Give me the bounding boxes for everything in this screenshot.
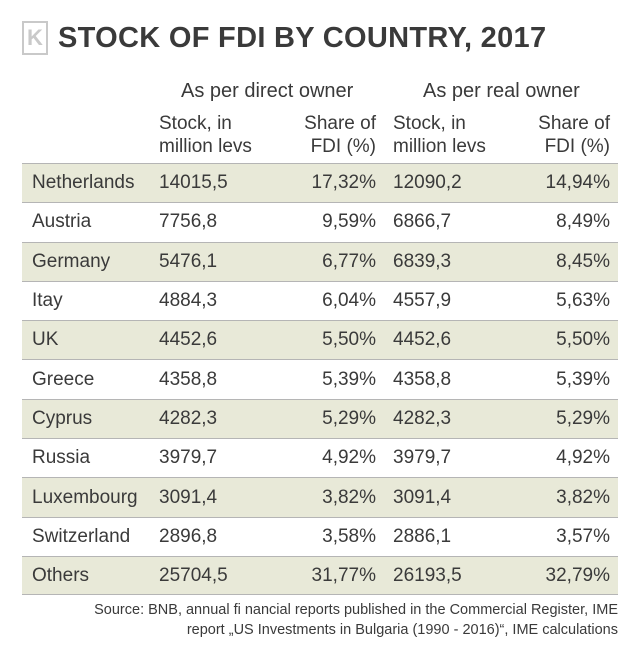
cell-real-stock: 2886,1 xyxy=(393,525,452,547)
cell-real-share: 5,63% xyxy=(556,290,610,312)
table-row: Netherlands 14015,5 17,32% 12090,2 14,94% xyxy=(22,163,618,203)
cell-direct-share: 3,82% xyxy=(322,486,376,508)
cell-country: Netherlands xyxy=(32,172,135,194)
cell-direct-stock: 14015,5 xyxy=(159,172,228,194)
cell-direct-share: 4,92% xyxy=(322,447,376,469)
fdi-table: Netherlands 14015,5 17,32% 12090,2 14,94% Aus… xyxy=(22,163,618,596)
column-header-line: FDI (%) xyxy=(544,136,610,157)
cell-real-stock: 3979,7 xyxy=(393,447,452,469)
table-row: Luxembourg 3091,4 3,82% 3091,4 3,82% xyxy=(22,477,618,517)
column-header-line: Stock, in xyxy=(159,113,232,134)
cell-direct-share: 17,32% xyxy=(311,172,376,194)
cell-direct-stock: 25704,5 xyxy=(159,564,228,586)
page-title: STOCK OF FDI BY COUNTRY, 2017 xyxy=(58,21,547,54)
cell-real-share: 4,92% xyxy=(556,447,610,469)
cell-real-share: 5,50% xyxy=(556,329,610,351)
cell-real-stock: 3091,4 xyxy=(393,486,452,508)
cell-country: Greece xyxy=(32,368,95,390)
title-row: K STOCK OF FDI BY COUNTRY, 2017 xyxy=(22,18,546,58)
cell-real-stock: 4557,9 xyxy=(393,290,452,312)
cell-real-share: 8,45% xyxy=(556,250,610,272)
cell-direct-stock: 3091,4 xyxy=(159,486,218,508)
cell-direct-stock: 7756,8 xyxy=(159,211,218,233)
cell-country: Itay xyxy=(32,290,63,312)
column-header-real-share: Share of FDI (%) xyxy=(538,112,610,158)
cell-direct-stock: 4884,3 xyxy=(159,290,218,312)
column-header-line: Share of xyxy=(304,113,376,134)
table-row: Itay 4884,3 6,04% 4557,9 5,63% xyxy=(22,280,618,320)
column-header-line: Stock, in xyxy=(393,113,466,134)
cell-direct-stock: 4452,6 xyxy=(159,329,218,351)
column-header-line: million levs xyxy=(159,136,252,157)
cell-country: Russia xyxy=(32,447,91,469)
cell-real-stock: 6866,7 xyxy=(393,211,452,233)
cell-country: UK xyxy=(32,329,59,351)
cell-direct-share: 5,50% xyxy=(322,329,376,351)
cell-real-share: 5,29% xyxy=(556,407,610,429)
cell-real-stock: 12090,2 xyxy=(393,172,462,194)
cell-direct-stock: 5476,1 xyxy=(159,250,218,272)
cell-direct-share: 3,58% xyxy=(322,525,376,547)
cell-direct-share: 6,04% xyxy=(322,290,376,312)
column-header-line: million levs xyxy=(393,136,486,157)
cell-direct-stock: 2896,8 xyxy=(159,525,218,547)
cell-country: Austria xyxy=(32,211,92,233)
cell-country: Luxembourg xyxy=(32,486,138,508)
cell-real-share: 3,82% xyxy=(556,486,610,508)
cell-real-stock: 26193,5 xyxy=(393,564,462,586)
column-header-direct-stock: Stock, in million levs xyxy=(159,112,252,158)
table-row: Greece 4358,8 5,39% 4358,8 5,39% xyxy=(22,359,618,398)
column-header-line: FDI (%) xyxy=(310,136,376,157)
table-row: Austria 7756,8 9,59% 6866,7 8,49% xyxy=(22,202,618,241)
table-row: Switzerland 2896,8 3,58% 2886,1 3,57% xyxy=(22,516,618,556)
cell-real-stock: 4452,6 xyxy=(393,329,452,351)
k-logo-icon: K xyxy=(22,21,48,55)
cell-direct-share: 9,59% xyxy=(322,211,376,233)
cell-country: Switzerland xyxy=(32,525,131,547)
cell-real-stock: 6839,3 xyxy=(393,250,452,272)
source-line: report „US Investments in Bulgaria (1990… xyxy=(186,622,618,638)
column-header-real-stock: Stock, in million levs xyxy=(393,112,486,158)
cell-direct-share: 6,77% xyxy=(322,250,376,272)
table-row: Germany 5476,1 6,77% 6839,3 8,45% xyxy=(22,241,618,281)
table-row: Cyprus 4282,3 5,29% 4282,3 5,29% xyxy=(22,398,618,439)
column-header-line: Share of xyxy=(538,113,610,134)
cell-direct-stock: 4282,3 xyxy=(159,407,218,429)
cell-direct-stock: 3979,7 xyxy=(159,447,218,469)
cell-direct-share: 31,77% xyxy=(311,564,376,586)
group-header-direct-owner: As per direct owner xyxy=(181,80,354,102)
column-header-direct-share: Share of FDI (%) xyxy=(304,112,376,158)
table-row: UK 4452,6 5,50% 4452,6 5,50% xyxy=(22,320,618,360)
cell-real-share: 32,79% xyxy=(545,564,610,586)
cell-country: Cyprus xyxy=(32,407,93,429)
table-row: Others 25704,5 31,77% 26193,5 32,79% xyxy=(22,555,618,596)
cell-real-stock: 4358,8 xyxy=(393,368,452,390)
cell-country: Others xyxy=(32,564,90,586)
cell-real-stock: 4282,3 xyxy=(393,407,452,429)
cell-real-share: 14,94% xyxy=(545,172,610,194)
table-row: Russia 3979,7 4,92% 3979,7 4,92% xyxy=(22,438,618,477)
cell-direct-stock: 4358,8 xyxy=(159,368,218,390)
group-header-real-owner: As per real owner xyxy=(423,80,580,102)
source-note: Source: BNB, annual fi nancial reports p… xyxy=(94,600,618,640)
cell-real-share: 5,39% xyxy=(556,368,610,390)
cell-real-share: 8,49% xyxy=(556,211,610,233)
cell-country: Germany xyxy=(32,250,111,272)
cell-direct-share: 5,39% xyxy=(322,368,376,390)
source-line: Source: BNB, annual fi nancial reports p… xyxy=(94,602,618,618)
cell-direct-share: 5,29% xyxy=(322,407,376,429)
cell-real-share: 3,57% xyxy=(556,525,610,547)
